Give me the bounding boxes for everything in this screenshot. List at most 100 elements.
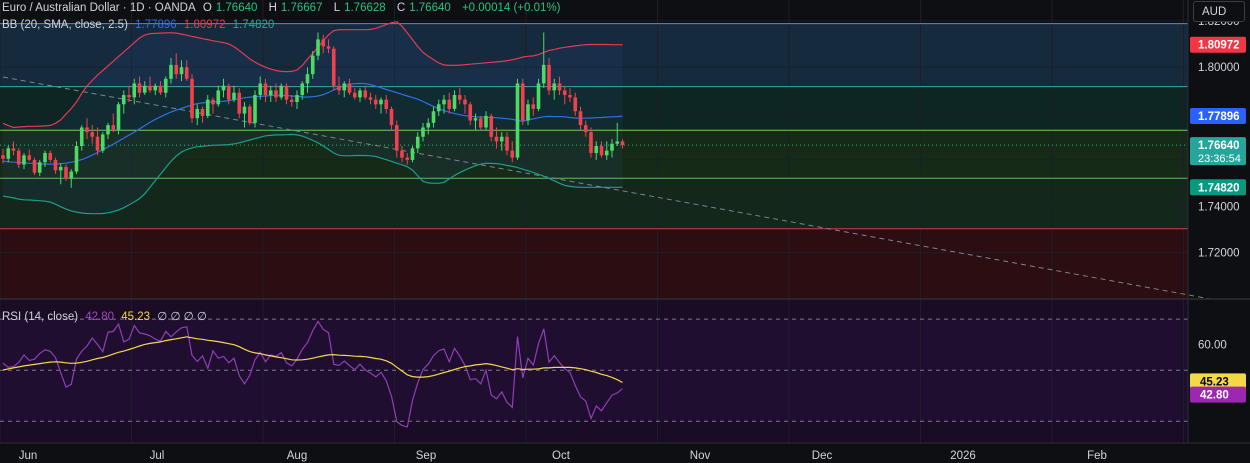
candle-body-bear (289, 99, 294, 102)
candle-body-bear (368, 97, 373, 100)
candle-body-bull (142, 85, 147, 93)
candle-body-bull (100, 134, 105, 151)
candle-body-bull (258, 83, 263, 96)
candle-body-bull (442, 99, 446, 105)
candle-body-bear (489, 115, 494, 137)
candle-body-bear (11, 148, 16, 151)
close-value: 1.76640 (409, 2, 451, 14)
candle-body-bull (499, 136, 504, 142)
rsi-legend: RSI (14, close) 42.80 45.23 ∅ ∅ ∅ ∅ (2, 309, 211, 323)
candle-body-bear (237, 92, 242, 114)
candle-body-bull (310, 55, 315, 75)
candle-body-bear (620, 141, 625, 146)
bb-upper-value: 1.80972 (183, 19, 226, 31)
candle-body-bear (583, 125, 588, 133)
candle-body-bear (95, 136, 100, 151)
candle-body-bull (431, 111, 436, 123)
candle-body-bull (415, 136, 420, 149)
trendline-dashed (2, 76, 1211, 300)
candle-body-bear (331, 48, 336, 86)
candle-body-bear (389, 108, 394, 126)
candle-body-bull (300, 83, 305, 96)
candle-body-bull (452, 95, 457, 109)
candle-body-bull (232, 92, 236, 100)
rsi-value-badge (1190, 386, 1246, 403)
candle-body-bear (457, 95, 462, 100)
candle-body-bull (195, 108, 200, 119)
candle-body-bull (421, 127, 425, 137)
candle-body-bear (284, 85, 289, 100)
candle-body-bear (48, 152, 53, 160)
candle-body-bear (90, 132, 95, 137)
candle-body-bear (384, 99, 389, 109)
rsi-ma-value: 45.23 (121, 311, 151, 323)
candle-body-bear (589, 132, 593, 153)
currency-selector[interactable]: AUD (1193, 1, 1245, 22)
candle-body-bull (515, 83, 520, 158)
candle-body-bull (253, 95, 257, 123)
candle-body-bull (316, 39, 320, 56)
candle-body-bull (163, 78, 168, 93)
candle-body-bull (106, 125, 110, 135)
time-tick-label: Feb (1087, 450, 1107, 462)
candle-body-bull (610, 143, 614, 151)
candle-body-bear (463, 99, 467, 105)
candle-body-bull (436, 104, 441, 112)
candle-body-bull (536, 83, 541, 109)
change-value: +0.00014 (+0.01%) (461, 2, 561, 14)
candle-body-bear (16, 150, 21, 165)
candle-body-bear (400, 150, 404, 158)
bb-basis-value: 1.77896 (135, 19, 177, 31)
price-zones (0, 23, 1188, 299)
time-tick-label: Jun (19, 450, 38, 462)
candle-body-bull (69, 171, 74, 179)
time-tick-label: Sep (416, 450, 436, 462)
candle-body-bull (594, 146, 599, 153)
candle-body-bull (169, 64, 173, 79)
symbol-title[interactable]: Euro / Australian Dollar · 1D · OANDA (2, 2, 196, 14)
candle-body-bear (520, 83, 525, 121)
candle-body-bear (373, 99, 378, 105)
candle-body-bear (53, 159, 58, 171)
high-value: 1.76667 (280, 2, 323, 14)
candle-body-bear (578, 111, 583, 126)
candle-body-bear (494, 136, 499, 142)
candle-body-bear (573, 97, 578, 112)
candle-body-bull (37, 162, 42, 173)
candle-body-bear (211, 99, 215, 105)
rsi-value-label: 45.23 (1200, 376, 1229, 388)
candle-body-bear (557, 83, 562, 91)
bb-legend: BB (20, SMA, close, 2.5) 1.77896 1.80972… (2, 19, 278, 31)
candle-body-bear (562, 90, 567, 96)
candle-body-bear (352, 92, 357, 98)
candle-body-bear (148, 85, 152, 91)
rsi-label[interactable]: RSI (14, close) (2, 311, 79, 323)
candle-body-bear (27, 155, 32, 160)
candle-body-bull (205, 99, 210, 116)
candle-body-bull (358, 90, 362, 98)
price-label-value: 1.80972 (1198, 40, 1240, 52)
bb-fill-area (3, 21, 623, 214)
price-label-value: 1.74820 (1198, 182, 1240, 194)
bb-lower-line (2, 133, 623, 215)
candle-body-bull (279, 85, 284, 98)
candle-body-bull (121, 95, 126, 105)
price-zone (0, 130, 1188, 179)
candle-body-bear (85, 127, 89, 133)
candle-body-bear (174, 64, 179, 75)
price-tick-label: 1.72000 (1198, 248, 1240, 260)
candle-body-bear (158, 85, 163, 93)
bb-label[interactable]: BB (20, SMA, close, 2.5) (2, 19, 128, 31)
rsi-extra-values: ∅ ∅ ∅ ∅ (157, 311, 207, 323)
candle-body-bear (274, 90, 278, 98)
candle-body-bear (111, 125, 116, 130)
price-label-badge (1190, 179, 1246, 196)
candle-body-bull (541, 64, 546, 84)
candle-body-bull (526, 104, 530, 121)
candle-body-bear (599, 146, 604, 156)
rsi-tick-label: 60.00 (1198, 340, 1227, 352)
candle-body-bear (363, 90, 368, 98)
